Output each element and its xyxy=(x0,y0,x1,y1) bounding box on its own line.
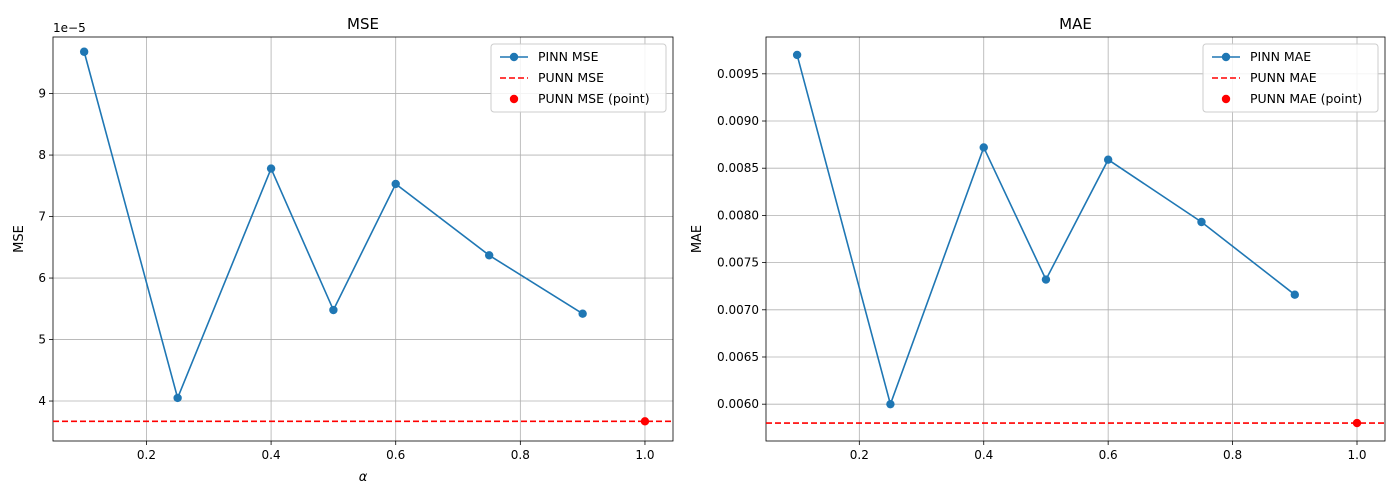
x-tick-label: 0.4 xyxy=(262,448,281,462)
data-point-punn-mse-point xyxy=(640,417,650,426)
legend-box xyxy=(490,43,667,113)
legend-handle-marker xyxy=(509,52,519,62)
legend-entry-label: PINN MSE xyxy=(538,49,599,64)
y-tick-label: 0.0090 xyxy=(717,114,759,128)
data-point-pinn-mae xyxy=(979,143,988,152)
chart-title: MAE xyxy=(1059,15,1092,33)
y-tick-label: 4 xyxy=(38,394,46,408)
x-tick-label: 1.0 xyxy=(1347,448,1366,462)
subplot-2: 0.2 0.4 0.6 0.8 1.0 0.0060 0.0065 0.0070 0.0075 0… xyxy=(690,15,1386,462)
x-tick-label: 0.2 xyxy=(850,448,869,462)
data-point-pinn-mae xyxy=(1290,290,1299,299)
chart-title: MSE xyxy=(347,15,379,33)
data-point-pinn-mae xyxy=(886,399,895,409)
legend-entry-label: PUNN MAE (point) xyxy=(1250,91,1362,106)
y-tick-label: 0.0065 xyxy=(717,350,759,364)
x-tick-label: 0.8 xyxy=(511,448,530,462)
data-point-pinn-mse xyxy=(484,251,494,260)
data-point-pinn-mae xyxy=(1197,217,1206,227)
legend-entry-label: PUNN MSE (point) xyxy=(538,91,650,106)
x-axis-label: α xyxy=(359,470,368,485)
x-tick-label: 0.6 xyxy=(386,448,405,462)
y-tick-label: 0.0080 xyxy=(717,208,759,222)
y-axis-label: MSE xyxy=(12,225,27,253)
x-tick-label: 1.0 xyxy=(635,448,654,462)
legend-handle-marker xyxy=(1221,94,1231,104)
y-tick-label: 0.0060 xyxy=(717,397,759,411)
data-point-punn-mae-point xyxy=(1352,418,1362,428)
data-point-pinn-mse xyxy=(391,179,400,189)
legend-entry-label: PUNN MAE xyxy=(1250,70,1317,85)
legend: PINN MSE PUNN MSE PUNN MSE (point) xyxy=(490,43,667,113)
data-point-pinn-mse xyxy=(173,393,182,403)
legend-entry-label: PINN MAE xyxy=(1250,49,1311,64)
legend-box xyxy=(1202,43,1379,113)
data-point-pinn-mse xyxy=(79,47,89,56)
data-point-pinn-mae xyxy=(1103,155,1113,164)
data-point-pinn-mse xyxy=(266,164,276,173)
legend-handle-marker xyxy=(509,94,519,104)
data-point-pinn-mae xyxy=(1041,275,1051,284)
x-tick-label: 0.4 xyxy=(974,448,993,462)
y-tick-label: 8 xyxy=(38,148,46,162)
data-point-pinn-mae xyxy=(792,50,802,60)
subplot-1: 0.2 0.4 0.6 0.8 1.0 4 5 6 7 8 9 MSE 1e−5 α MSE PINN MSE… xyxy=(12,15,674,485)
legend-entry-label: PUNN MSE xyxy=(538,70,604,85)
axis-offset-label: 1e−5 xyxy=(53,21,86,35)
data-point-pinn-mse xyxy=(578,309,587,318)
y-tick-label: 9 xyxy=(38,87,46,101)
y-tick-label: 0.0070 xyxy=(717,303,759,317)
x-tick-label: 0.2 xyxy=(137,448,156,462)
y-tick-label: 0.0085 xyxy=(717,161,759,175)
y-axis-label: MAE xyxy=(690,225,705,253)
y-tick-label: 7 xyxy=(38,210,46,224)
y-tick-label: 0.0095 xyxy=(717,67,759,81)
legend: PINN MAE PUNN MAE PUNN MAE (point) xyxy=(1202,43,1379,113)
y-tick-label: 5 xyxy=(38,333,46,347)
y-tick-label: 6 xyxy=(38,271,46,285)
x-tick-label: 0.6 xyxy=(1099,448,1118,462)
axes-frame xyxy=(765,36,1386,442)
axes-frame xyxy=(52,36,674,442)
legend-handle-marker xyxy=(1221,52,1231,62)
x-tick-label: 0.8 xyxy=(1223,448,1242,462)
y-tick-label: 0.0075 xyxy=(717,256,759,270)
data-point-pinn-mse xyxy=(329,305,338,315)
